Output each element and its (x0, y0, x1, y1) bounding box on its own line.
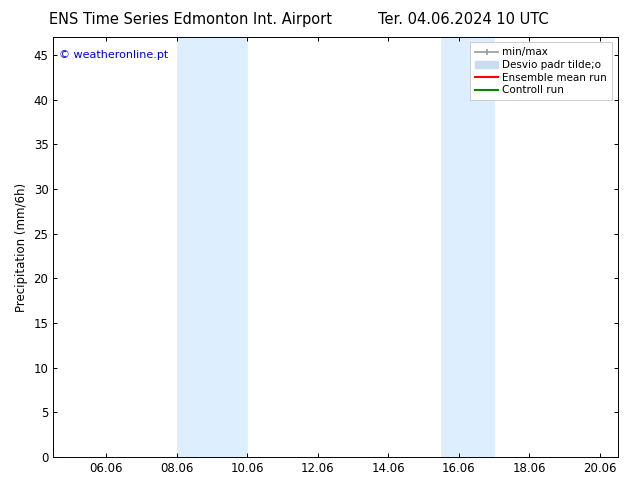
Y-axis label: Precipitation (mm/6h): Precipitation (mm/6h) (15, 183, 28, 312)
Text: Ter. 04.06.2024 10 UTC: Ter. 04.06.2024 10 UTC (377, 12, 548, 27)
Bar (441, 37, 494, 457)
Text: © weatheronline.pt: © weatheronline.pt (59, 49, 168, 60)
Legend: min/max, Desvio padr tilde;o, Ensemble mean run, Controll run: min/max, Desvio padr tilde;o, Ensemble m… (470, 42, 612, 100)
Text: ENS Time Series Edmonton Int. Airport: ENS Time Series Edmonton Int. Airport (49, 12, 332, 27)
Bar (177, 37, 247, 457)
